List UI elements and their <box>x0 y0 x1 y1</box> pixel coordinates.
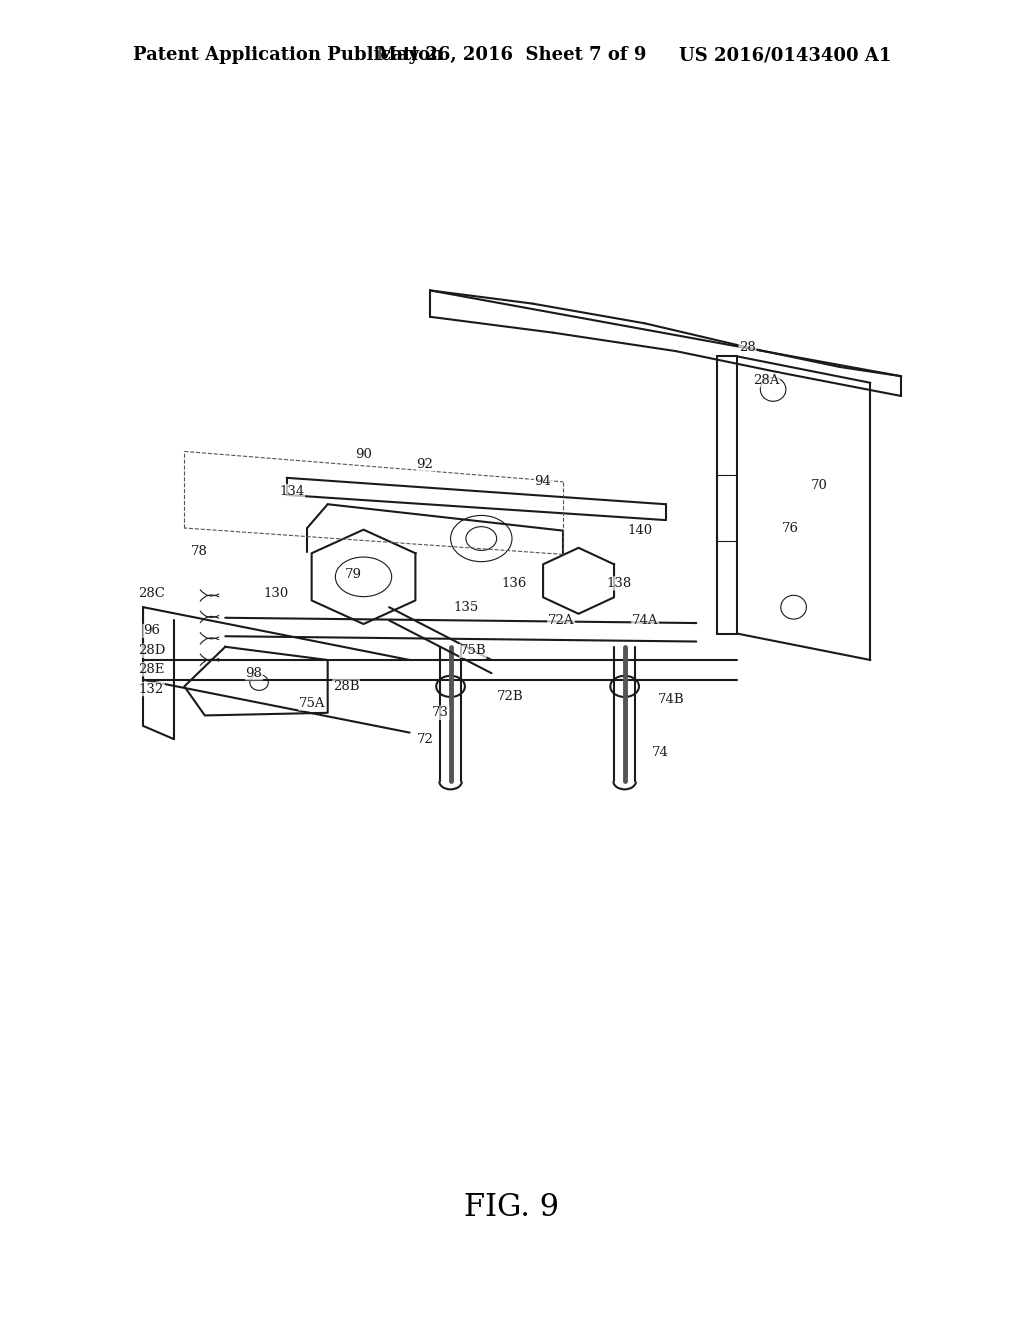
Text: 78: 78 <box>191 545 208 558</box>
Text: 28A: 28A <box>753 374 779 387</box>
Text: 70: 70 <box>811 479 827 492</box>
Text: 75A: 75A <box>299 697 326 710</box>
Text: 98: 98 <box>246 667 262 680</box>
Text: Patent Application Publication: Patent Application Publication <box>133 46 443 65</box>
Text: 72A: 72A <box>548 614 574 627</box>
Text: 138: 138 <box>607 577 632 590</box>
Text: 92: 92 <box>417 458 433 471</box>
Text: 74A: 74A <box>632 614 658 627</box>
Text: 28E: 28E <box>138 663 165 676</box>
Text: 75B: 75B <box>460 644 486 657</box>
Text: 94: 94 <box>535 475 551 488</box>
Text: 28: 28 <box>739 341 756 354</box>
Text: 76: 76 <box>782 521 799 535</box>
Text: 135: 135 <box>454 601 478 614</box>
Text: 90: 90 <box>355 447 372 461</box>
Text: US 2016/0143400 A1: US 2016/0143400 A1 <box>679 46 891 65</box>
Text: 72B: 72B <box>497 690 523 704</box>
Text: 134: 134 <box>280 484 304 498</box>
Text: 73: 73 <box>432 706 449 719</box>
Text: 28D: 28D <box>138 644 165 657</box>
Text: 140: 140 <box>628 524 652 537</box>
Text: 28C: 28C <box>138 587 165 601</box>
Text: 74B: 74B <box>657 693 684 706</box>
Text: 130: 130 <box>264 587 289 601</box>
Text: 28B: 28B <box>333 680 359 693</box>
Text: FIG. 9: FIG. 9 <box>465 1192 559 1224</box>
Text: May 26, 2016  Sheet 7 of 9: May 26, 2016 Sheet 7 of 9 <box>377 46 647 65</box>
Text: 96: 96 <box>143 624 160 638</box>
Text: 72: 72 <box>417 733 433 746</box>
Text: 74: 74 <box>652 746 669 759</box>
Text: 136: 136 <box>502 577 526 590</box>
Text: 79: 79 <box>345 568 361 581</box>
Text: 132: 132 <box>139 682 164 696</box>
